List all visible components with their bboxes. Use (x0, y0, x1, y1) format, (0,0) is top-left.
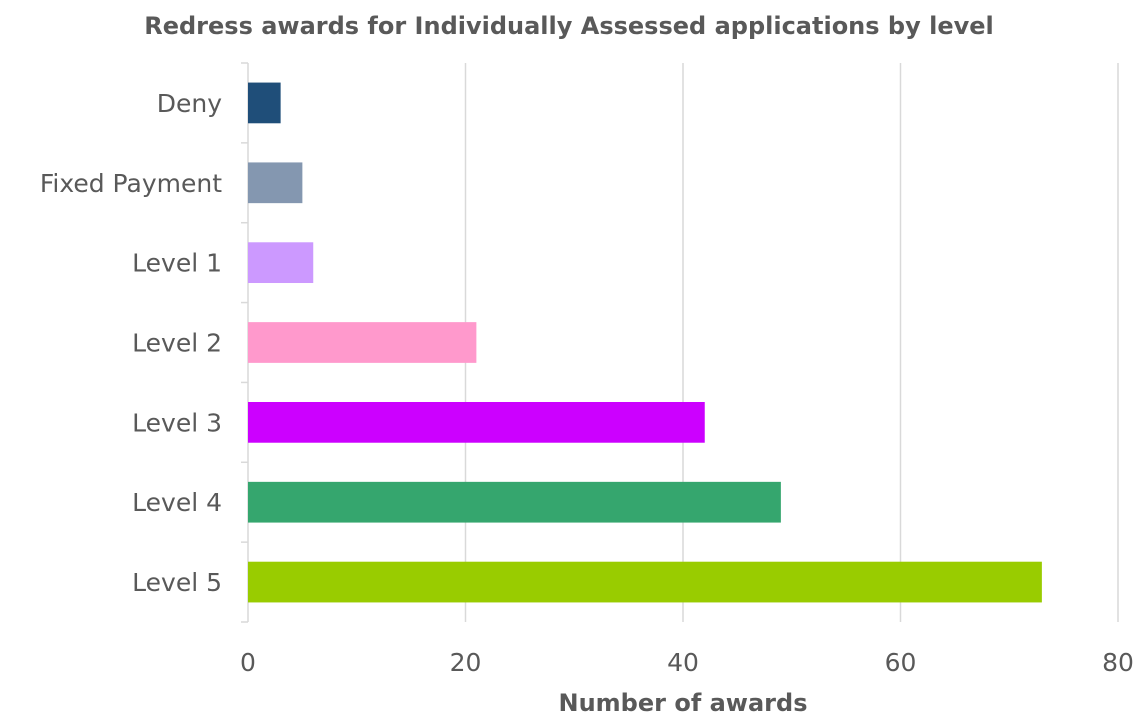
category-labels: Deny Fixed Payment Level 1 Level 2 Level 3 Le… (40, 89, 222, 597)
x-tick-label: 60 (885, 648, 917, 677)
category-label: Level 1 (132, 249, 222, 278)
category-label: Fixed Payment (40, 169, 222, 198)
category-label: Level 3 (132, 408, 222, 437)
x-tick-label: 40 (667, 648, 699, 677)
bar-deny (248, 82, 281, 124)
bar-level-2 (248, 322, 477, 363)
bar-fixed-payment (248, 162, 303, 204)
axes (241, 62, 249, 623)
tick-labels: 0 20 40 60 80 (240, 648, 1134, 677)
bar-level-5 (248, 561, 1042, 603)
x-tick-label: 0 (240, 648, 256, 677)
x-tick-label: 20 (450, 648, 482, 677)
category-label: Level 5 (132, 568, 222, 597)
chart-title: Redress awards for Individually Assessed… (144, 12, 994, 40)
category-label: Level 4 (132, 488, 222, 517)
bars (248, 82, 1042, 603)
bar-level-4 (248, 481, 781, 523)
x-axis-title: Number of awards (559, 689, 808, 715)
gridlines (464, 63, 1119, 622)
x-tick-label: 80 (1102, 648, 1134, 677)
category-label: Deny (157, 89, 222, 118)
bar-level-3 (248, 401, 705, 443)
category-label: Level 2 (132, 329, 222, 358)
bar-level-1 (248, 242, 314, 284)
